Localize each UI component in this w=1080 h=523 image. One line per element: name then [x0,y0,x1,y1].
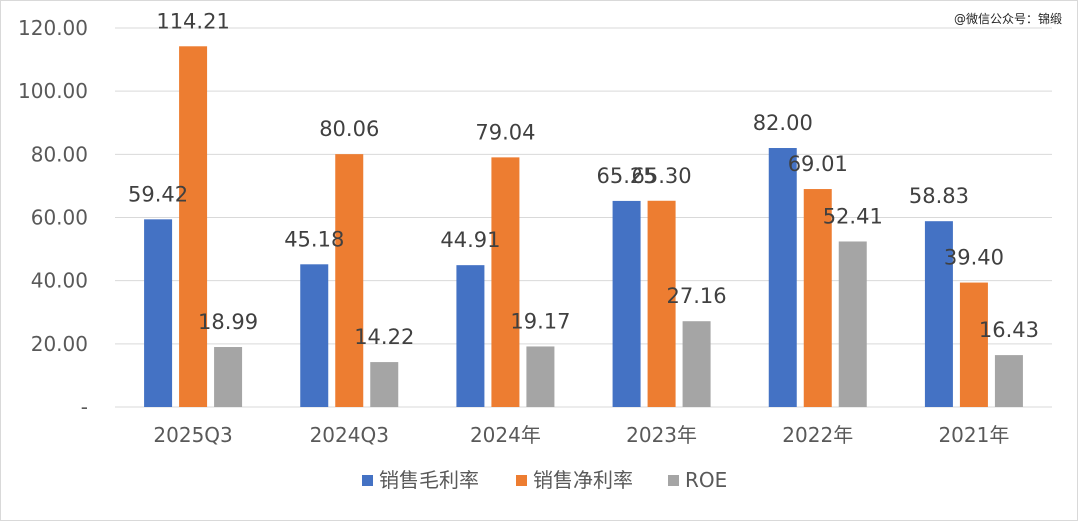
bar [994,355,1023,407]
bar [179,46,208,408]
bar [214,347,243,407]
data-label: 79.04 [475,120,535,144]
data-label: 14.22 [354,325,414,349]
data-label: 69.01 [788,152,848,176]
bar [768,148,797,407]
watermark: @微信公众号：锦缎 [953,12,1062,26]
data-label: 45.18 [284,227,344,251]
data-label: 82.00 [753,111,813,135]
data-label: 59.42 [128,182,188,206]
bar [612,200,641,407]
data-labels: 59.42 114.21 18.99 45.18 80.06 14.22 44.91 79.0… [128,9,1039,349]
data-label: 16.43 [979,318,1039,342]
data-label: 27.16 [667,284,727,308]
data-label: 52.41 [823,204,883,228]
y-tick-label: 120.00 [18,16,88,40]
data-label: 65.25 [597,164,657,188]
bar [924,221,953,407]
bar [647,200,676,407]
x-category-label: 2023年 [626,423,697,447]
x-category-label: 2024年 [470,423,541,447]
x-axis-categories: 2025Q3 2024Q3 2024年 2023年 2022年 2021年 [153,423,1009,447]
data-label: 114.21 [156,9,229,33]
bar [370,362,399,407]
y-tick-label: 80.00 [31,142,88,166]
bar [838,241,867,407]
data-label: 65.30 [632,164,692,188]
data-label: 19.17 [510,309,570,333]
y-tick-label: 20.00 [31,332,88,356]
legend-label: ROE [685,468,727,492]
bar [456,265,485,407]
y-tick-label: - [81,395,88,419]
y-tick-label: 40.00 [31,269,88,293]
bar [335,154,364,407]
y-axis-ticks: - 20.00 40.00 60.00 80.00 100.00 120.00 [18,16,88,419]
legend-swatch [362,475,373,486]
x-category-label: 2024Q3 [310,423,389,447]
bar [526,346,555,407]
legend-swatch [516,475,527,486]
data-label: 18.99 [198,310,258,334]
legend: 销售毛利率 销售净利率 ROE [362,468,727,492]
bar [491,157,520,407]
legend-label: 销售毛利率 [379,468,479,492]
grid-lines [115,27,1052,408]
bar [682,321,711,407]
bar [300,264,329,407]
y-tick-label: 100.00 [18,79,88,103]
data-label: 58.83 [909,184,969,208]
legend-label: 销售净利率 [533,468,633,492]
legend-swatch [668,475,679,486]
x-category-label: 2022年 [782,423,853,447]
bars [144,46,1023,408]
bar [144,219,173,407]
bar [803,189,832,407]
bar [959,282,988,407]
data-label: 80.06 [319,117,379,141]
x-category-label: 2021年 [938,423,1009,447]
data-label: 44.91 [440,228,500,252]
x-category-label: 2025Q3 [153,423,232,447]
y-tick-label: 60.00 [31,206,88,230]
data-label: 39.40 [944,246,1004,270]
